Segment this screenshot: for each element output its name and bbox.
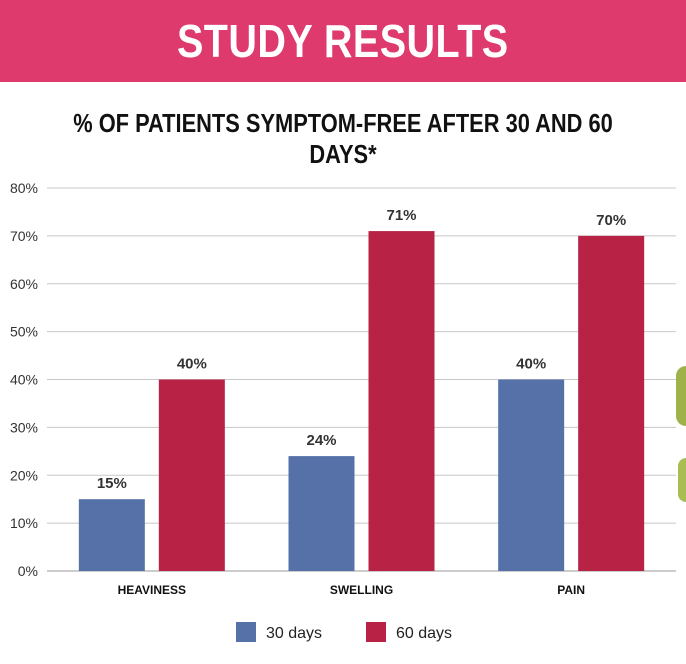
decorative-leaf-shape <box>678 458 686 502</box>
y-tick-label: 40% <box>10 372 38 388</box>
data-label: 40% <box>516 356 546 373</box>
header-banner: STUDY RESULTS <box>0 0 686 82</box>
legend-label: 30 days <box>266 625 322 642</box>
legend-swatch-30-days <box>236 622 256 642</box>
bar-pain-30-days <box>498 379 565 571</box>
x-tick-label: PAIN <box>557 583 585 597</box>
x-tick-label: SWELLING <box>330 583 393 597</box>
y-tick-label: 20% <box>10 467 38 483</box>
y-tick-label: 50% <box>10 324 38 340</box>
bar-pain-60-days <box>578 235 645 571</box>
bar-heaviness-30-days <box>78 499 145 571</box>
x-tick-label: HEAVINESS <box>118 583 186 597</box>
decorative-leaf-shape <box>676 366 686 426</box>
legend-label: 60 days <box>396 625 452 642</box>
y-tick-label: 70% <box>10 228 38 244</box>
legend-swatch-60-days <box>366 622 386 642</box>
page-title: STUDY RESULTS <box>177 15 509 67</box>
y-tick-label: 60% <box>10 276 38 292</box>
chart-title: % OF PATIENTS SYMPTOM-FREE AFTER 30 AND … <box>73 108 613 169</box>
data-label: 40% <box>177 356 207 373</box>
bar-heaviness-60-days <box>158 379 225 571</box>
y-tick-label: 0% <box>18 563 38 579</box>
data-label: 15% <box>97 475 127 492</box>
bar-swelling-60-days <box>368 231 435 571</box>
bar-swelling-30-days <box>288 456 355 571</box>
data-label: 71% <box>386 207 416 224</box>
y-tick-label: 30% <box>10 419 38 435</box>
y-tick-label: 80% <box>10 180 38 196</box>
data-label: 70% <box>596 212 626 229</box>
y-tick-label: 10% <box>10 515 38 531</box>
data-label: 24% <box>306 432 336 449</box>
